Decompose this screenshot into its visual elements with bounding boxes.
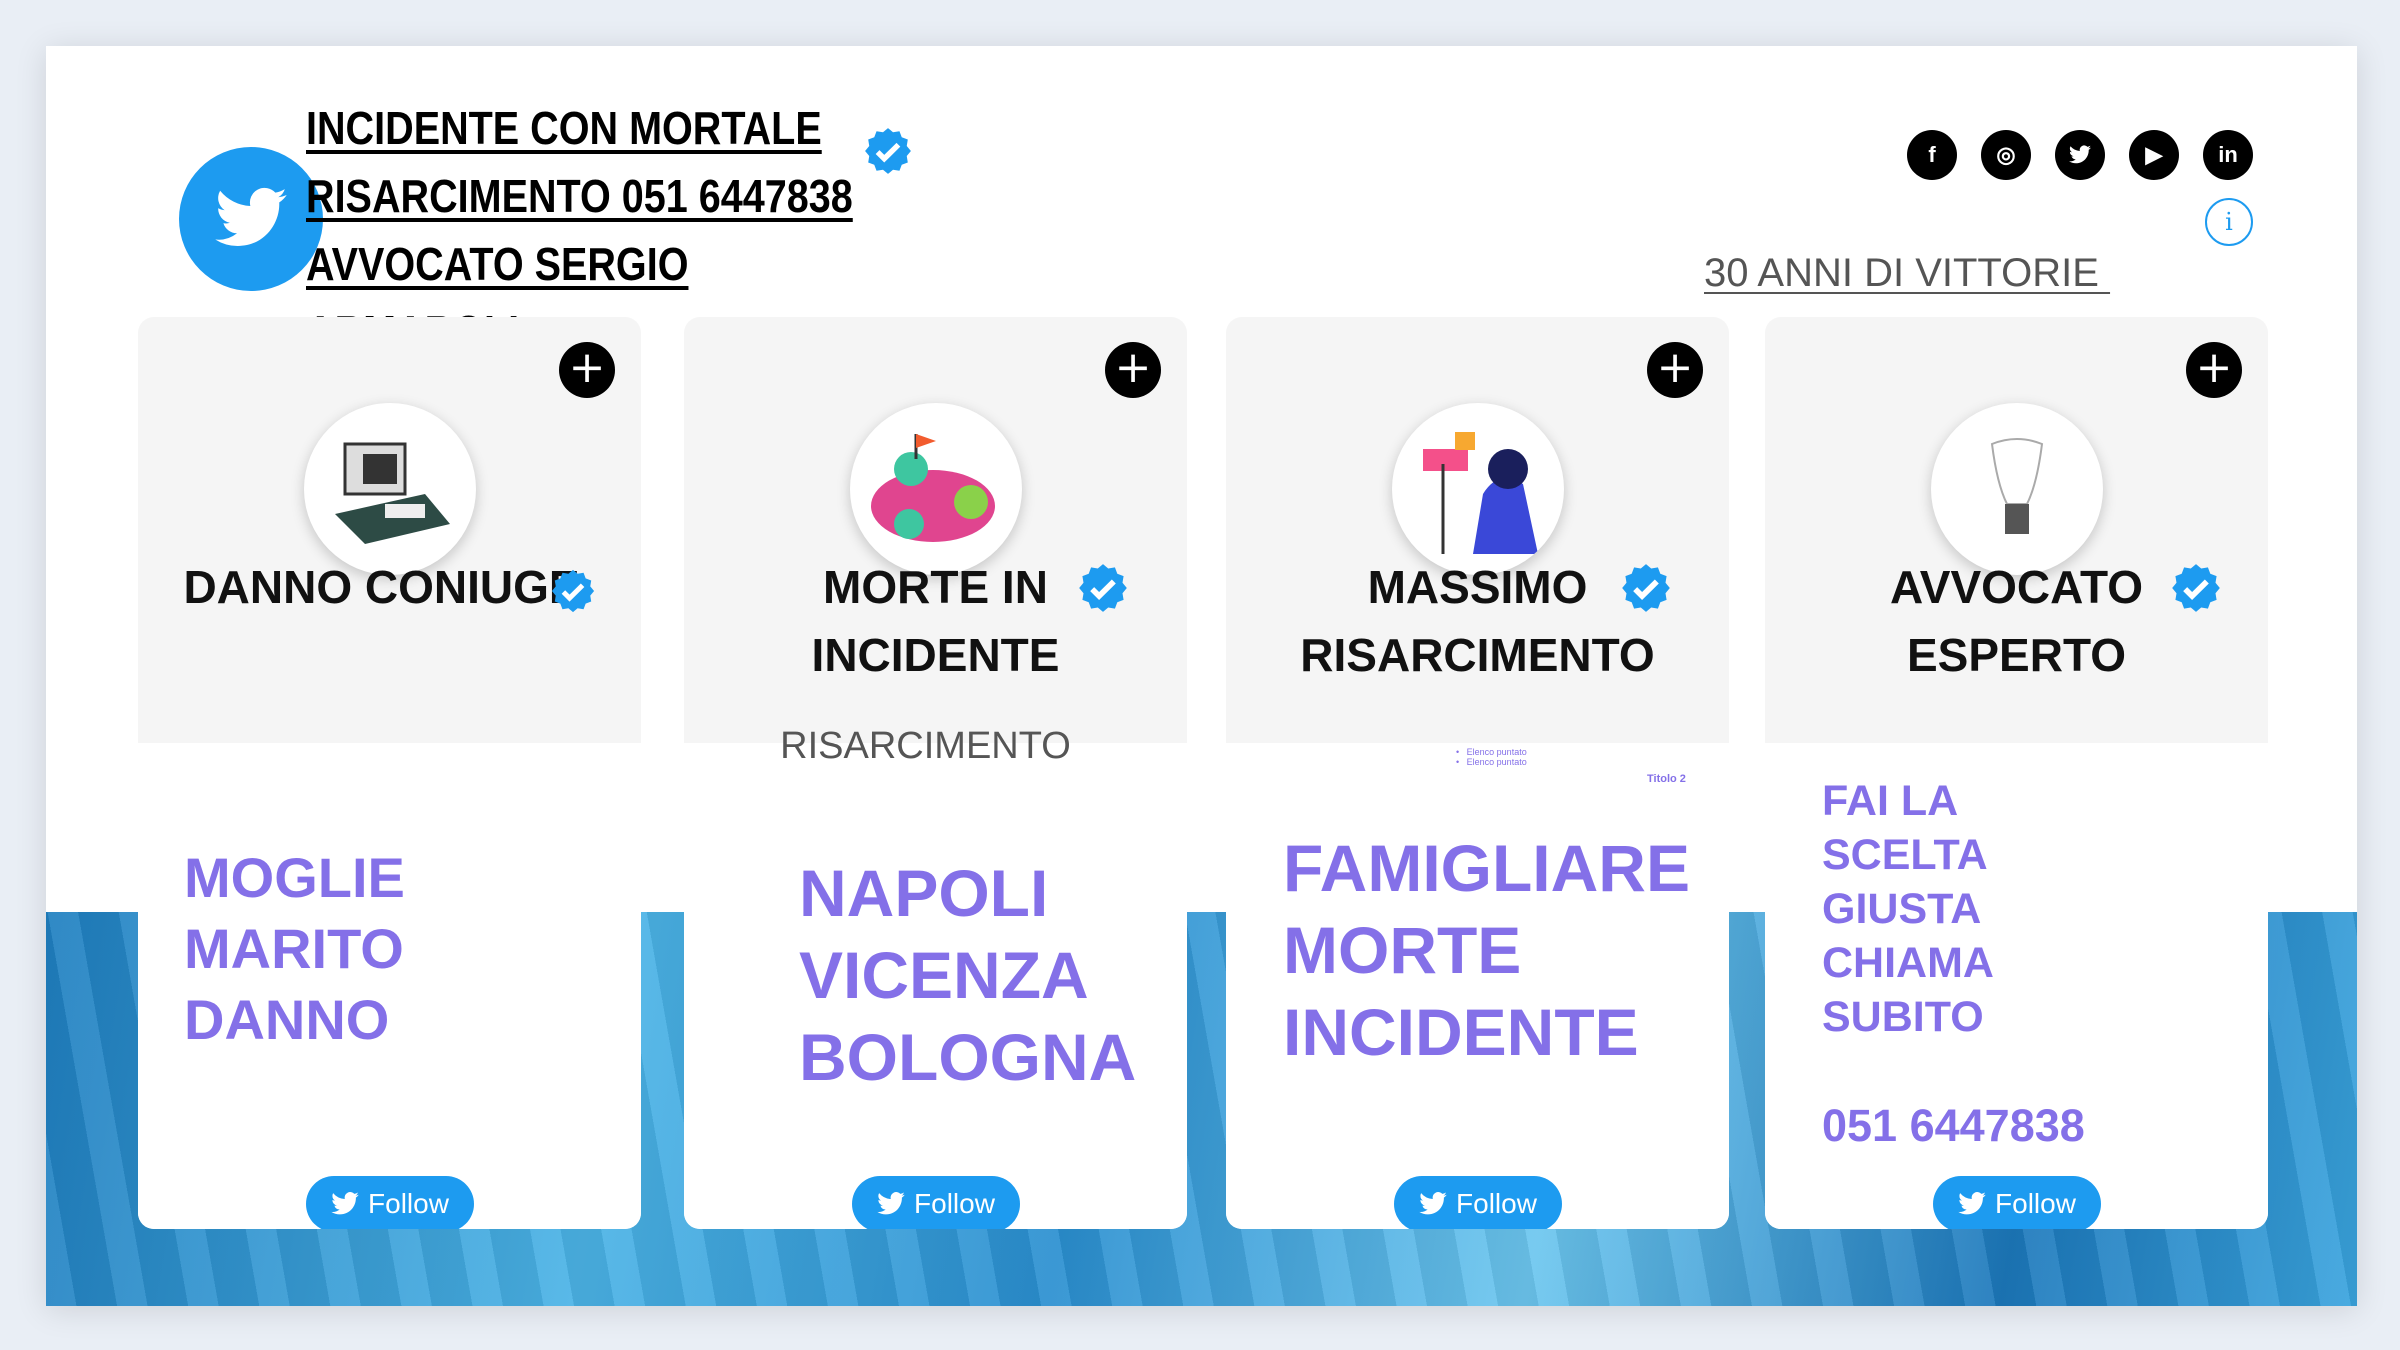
verified-badge-icon bbox=[863, 126, 913, 176]
verified-badge-icon bbox=[1077, 562, 1129, 614]
card-description: FAI LA SCELTA GIUSTA CHIAMA SUBITO bbox=[1822, 777, 1994, 1041]
card-description: NAPOLI VICENZA BOLOGNA bbox=[799, 856, 1137, 1094]
avatar-game-board-illustration bbox=[850, 403, 1022, 575]
profile-card: + MASSIMO RISARCIMENTO • Elenco puntato •… bbox=[1226, 317, 1729, 1229]
twitter-icon[interactable] bbox=[2055, 130, 2105, 180]
card-body bbox=[1226, 743, 1729, 1229]
follow-button[interactable]: Follow bbox=[851, 1176, 1020, 1229]
card-body bbox=[1765, 743, 2268, 1229]
add-button[interactable]: + bbox=[2186, 342, 2242, 398]
phone-number[interactable]: 051 6447838 bbox=[1822, 1100, 2085, 1151]
social-links: f ◎ ▶ in bbox=[1907, 130, 2253, 180]
twitter-logo-icon bbox=[179, 147, 323, 291]
title-line[interactable]: AVVOCATO SERGIO bbox=[306, 238, 689, 290]
add-button[interactable]: + bbox=[1105, 342, 1161, 398]
twitter-bird-icon bbox=[330, 1189, 360, 1219]
add-button[interactable]: + bbox=[559, 342, 615, 398]
card-body bbox=[684, 743, 1187, 1229]
avatar-lightbulb-image bbox=[1931, 403, 2103, 575]
card-subtitle: RISARCIMENTO bbox=[780, 725, 1071, 767]
placeholder-title: Titolo 2 bbox=[1647, 773, 1686, 785]
card-name: MORTE IN INCIDENTE bbox=[811, 561, 1060, 681]
instagram-icon[interactable]: ◎ bbox=[1981, 130, 2031, 180]
avatar-woman-illustration bbox=[1392, 403, 1564, 575]
follow-button[interactable]: Follow bbox=[1393, 1176, 1562, 1229]
follow-button[interactable]: Follow bbox=[1932, 1176, 2101, 1229]
card-body bbox=[138, 743, 641, 1229]
profile-card: + MORTE IN INCIDENTE RISARCIMENTO NAPOLI V… bbox=[684, 317, 1187, 1229]
profile-card: + AVVOCATO ESPERTO FAI LA SCELTA GIUSTA CHIA… bbox=[1765, 317, 2268, 1229]
card-name: AVVOCATO ESPERTO bbox=[1889, 561, 2144, 681]
twitter-bird-icon bbox=[1957, 1189, 1987, 1219]
card-description: FAMIGLIARE MORTE INCIDENTE bbox=[1283, 831, 1690, 1069]
avatar-computer-illustration bbox=[304, 403, 476, 575]
title-line[interactable]: RISARCIMENTO 051 6447838 bbox=[306, 170, 853, 222]
title-line[interactable]: INCIDENTE CON MORTALE bbox=[306, 102, 822, 154]
verified-badge-icon bbox=[550, 568, 596, 614]
facebook-icon[interactable]: f bbox=[1907, 130, 1957, 180]
card-name: DANNO CONIUGE bbox=[138, 553, 641, 621]
placeholder-bullet-list: • Elenco puntato • Elenco puntato bbox=[1456, 747, 1527, 767]
twitter-bird-icon bbox=[1418, 1189, 1448, 1219]
card-description: MOGLIE MARITO DANNO bbox=[184, 846, 405, 1051]
card-name: MASSIMO RISARCIMENTO bbox=[1300, 561, 1655, 681]
twitter-bird-icon bbox=[876, 1189, 906, 1219]
tagline-link[interactable]: 30 ANNI DI VITTORIE bbox=[1704, 251, 2111, 295]
verified-badge-icon bbox=[1620, 562, 1672, 614]
info-icon[interactable]: i bbox=[2205, 198, 2253, 246]
profile-page: INCIDENTE CON MORTALE RISARCIMENTO 051 6… bbox=[46, 46, 2357, 1306]
profile-card: + DANNO CONIUGE MOGLIE MARITO DANNO Follow bbox=[138, 317, 641, 1229]
follow-button[interactable]: Follow bbox=[305, 1176, 474, 1229]
linkedin-icon[interactable]: in bbox=[2203, 130, 2253, 180]
verified-badge-icon bbox=[2170, 562, 2222, 614]
add-button[interactable]: + bbox=[1647, 342, 1703, 398]
youtube-icon[interactable]: ▶ bbox=[2129, 130, 2179, 180]
